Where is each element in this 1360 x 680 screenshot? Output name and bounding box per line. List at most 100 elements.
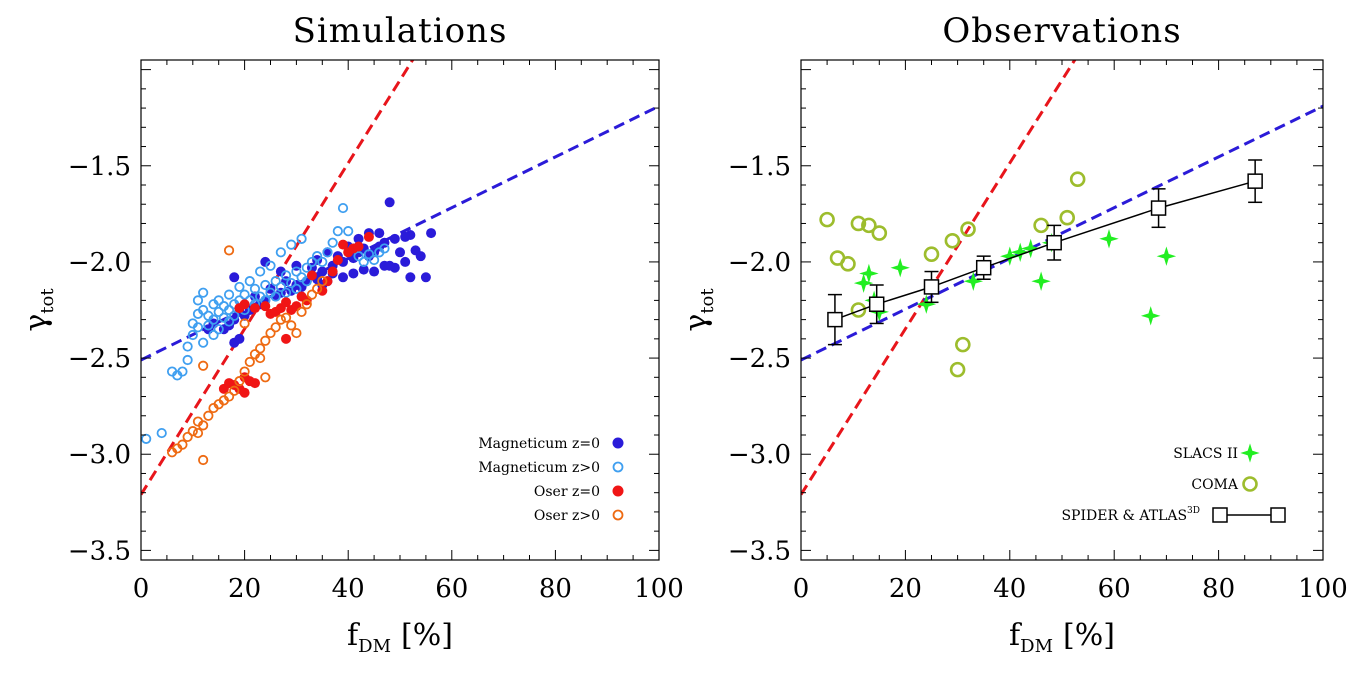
obs-coma-point	[944, 232, 961, 249]
sim-oser-z-0-point	[234, 303, 245, 314]
obs-coma-point	[1069, 171, 1086, 188]
obs-coma-point	[871, 225, 888, 241]
sim-y-tick-label: −2.5	[68, 344, 131, 374]
obs-spider-atlas-point	[975, 259, 992, 276]
sim-x-tick-label: 100	[634, 574, 684, 604]
sim-legend-magneticum-z-0-marker	[612, 437, 624, 449]
obs-coma-point	[840, 256, 856, 272]
sim-magneticum-z-0-point	[249, 283, 261, 294]
sim-oser-z-0-point	[291, 327, 302, 339]
sim-magneticum-z-0-point	[306, 256, 318, 268]
sim-magneticum-z-0-point	[353, 251, 364, 262]
sim-fit-line-1	[141, 60, 415, 496]
obs-legend-spider-marker	[1270, 507, 1286, 523]
sim-magneticum-z-0-point	[223, 289, 235, 300]
sim-oser-z-0-point	[187, 426, 198, 437]
sim-magneticum-z-0-point	[358, 256, 369, 268]
obs-x-tick-label: 60	[1098, 574, 1131, 604]
obs-slacs-ii-point	[859, 263, 879, 284]
sim-magneticum-z-0-point	[312, 251, 323, 262]
sim-magneticum-z-0-point	[270, 291, 281, 302]
sim-legend-magneticum-z-0-marker	[612, 461, 624, 473]
sim-oser-z-0-point	[286, 320, 297, 331]
sim-magneticum-z-0-point	[286, 277, 297, 289]
sim-magneticum-z-0-point	[192, 322, 204, 333]
observations-ylabel: γtot	[679, 288, 718, 332]
sim-magneticum-z-0-point	[291, 283, 302, 294]
sim-magneticum-z-0-point	[343, 226, 354, 237]
sim-magneticum-z-0-point	[192, 295, 204, 306]
sim-magneticum-z-0-point	[198, 304, 209, 316]
obs-coma-point	[819, 211, 835, 228]
sim-oser-z-0-point	[317, 276, 328, 287]
obs-spider-atlas-point	[827, 311, 843, 328]
sim-magneticum-z-0-point	[338, 272, 349, 283]
obs-coma-point	[960, 221, 976, 238]
observations-legend: SLACS II COMA SPIDER & ATLAS3D	[1061, 443, 1286, 524]
sim-magneticum-z-0-point	[255, 266, 266, 277]
legend-magneticum-z0: Magneticum z=0	[478, 436, 600, 452]
sim-magneticum-z-0-point	[426, 228, 437, 239]
obs-legend-coma-marker	[1242, 476, 1258, 492]
sim-magneticum-z-0-point	[322, 247, 333, 258]
obs-x-tick-label: 100	[1298, 574, 1348, 604]
sim-magneticum-z-0-point	[198, 337, 209, 348]
sim-magneticum-z-0-point	[270, 276, 281, 287]
simulations-xlabel: fDM [%]	[347, 618, 453, 657]
sim-oser-z-0-point	[338, 239, 349, 250]
legend-oser-z0: Oser z=0	[534, 484, 600, 500]
sim-x-tick-label: 40	[332, 574, 365, 604]
sim-magneticum-z-0-point	[239, 289, 250, 300]
sim-magneticum-z-0-point	[415, 251, 426, 262]
sim-fit-line-2	[141, 104, 659, 362]
sim-oser-z-0-point	[260, 301, 271, 312]
sim-oser-z-0-point	[306, 289, 318, 300]
observations-legend-markers	[1212, 443, 1286, 523]
sim-magneticum-z-0-point	[213, 324, 224, 335]
sim-legend-oser-z-0-marker	[612, 509, 624, 521]
sim-magneticum-z-0-point	[229, 272, 240, 283]
sim-oser-z-0-point	[332, 255, 343, 265]
sim-magneticum-z-0-point	[332, 226, 343, 237]
sim-oser-z-0-point	[182, 431, 193, 443]
legend-slacs: SLACS II	[1173, 446, 1238, 462]
obs-slacs-ii-point	[1000, 246, 1020, 266]
obs-y-tick-label: −2.0	[728, 248, 791, 278]
obs-coma-point	[949, 361, 966, 378]
obs-spider-atlas-point	[868, 296, 885, 312]
sim-y-tick-label: −1.5	[68, 152, 131, 182]
sim-magneticum-z-0-point	[405, 272, 416, 283]
obs-y-tick-label: −2.5	[728, 344, 791, 374]
obs-legend-spider-marker	[1212, 507, 1228, 523]
simulations-legend: Magneticum z=0 Magneticum z>0 Oser z=0 O…	[478, 436, 624, 524]
simulations-fit-lines	[141, 60, 659, 496]
sim-magneticum-z-0-point	[260, 256, 271, 267]
sim-magneticum-z-0-point	[353, 233, 364, 244]
obs-spider-atlas-point	[1150, 200, 1167, 216]
obs-slacs-ii-point	[1099, 229, 1119, 249]
sim-magneticum-z-0-point	[337, 202, 349, 214]
obs-x-tick-label: 0	[793, 574, 810, 604]
sim-magneticum-z-0-point	[244, 276, 255, 287]
sim-oser-z-0-point	[291, 301, 302, 312]
obs-slacs-ii-point	[963, 271, 984, 291]
sim-y-tick-label: −3.5	[68, 536, 131, 566]
sim-oser-z-0-point	[353, 241, 364, 252]
sim-magneticum-z-0-point	[177, 366, 188, 377]
sim-oser-z-0-point	[270, 322, 281, 333]
simulations-legend-markers	[612, 437, 624, 521]
sim-oser-z-0-point	[223, 245, 235, 256]
sim-magneticum-z-0-point	[368, 254, 380, 266]
obs-slacs-ii-point	[1020, 238, 1041, 259]
sim-oser-z-0-point	[192, 416, 204, 427]
sim-legend-oser-z-0-marker	[612, 485, 624, 497]
sim-oser-z-0-point	[301, 299, 312, 310]
sim-magneticum-z-0-point	[203, 320, 214, 331]
sim-magneticum-z-0-point	[187, 329, 198, 341]
obs-legend-slacs-ii-marker	[1240, 443, 1260, 463]
obs-coma-point	[1033, 217, 1049, 234]
sim-magneticum-z-0-point	[208, 314, 219, 325]
sim-y-tick-label: −3.0	[68, 440, 131, 470]
obs-slacs-ii-point	[1156, 246, 1177, 266]
